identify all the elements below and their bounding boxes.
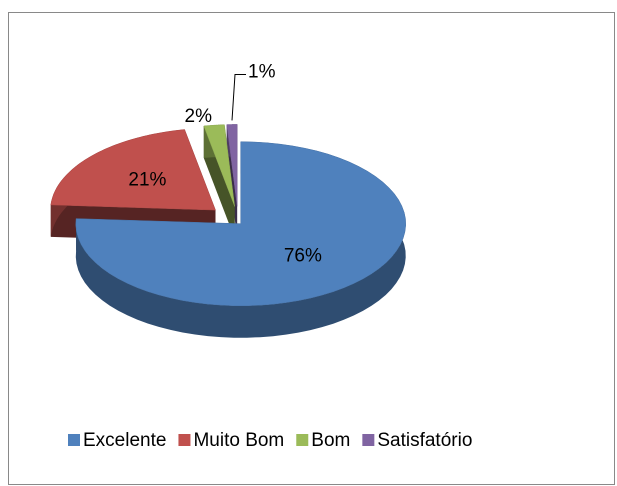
legend-label: Bom bbox=[311, 430, 350, 451]
legend-swatch bbox=[296, 434, 309, 446]
data-label: 2% bbox=[185, 106, 213, 127]
legend-swatch bbox=[68, 434, 80, 446]
pie: 76% 21% 2% 1% bbox=[50, 61, 406, 338]
legend-label: Muito Bom bbox=[193, 430, 284, 451]
slice bbox=[50, 129, 216, 211]
slice bbox=[203, 124, 235, 207]
leader-line bbox=[231, 73, 247, 121]
legend-swatch bbox=[178, 434, 191, 446]
legend-swatch bbox=[362, 434, 375, 446]
slice bbox=[75, 141, 406, 306]
legend: Excelente Muito Bom Bom Satisfatório bbox=[68, 430, 472, 451]
data-label: 76% bbox=[284, 246, 322, 267]
data-label: 1% bbox=[248, 61, 276, 82]
slice bbox=[226, 124, 238, 207]
legend-label: Excelente bbox=[83, 430, 166, 451]
legend-label: Satisfatório bbox=[377, 430, 472, 451]
data-label: 21% bbox=[128, 169, 166, 190]
